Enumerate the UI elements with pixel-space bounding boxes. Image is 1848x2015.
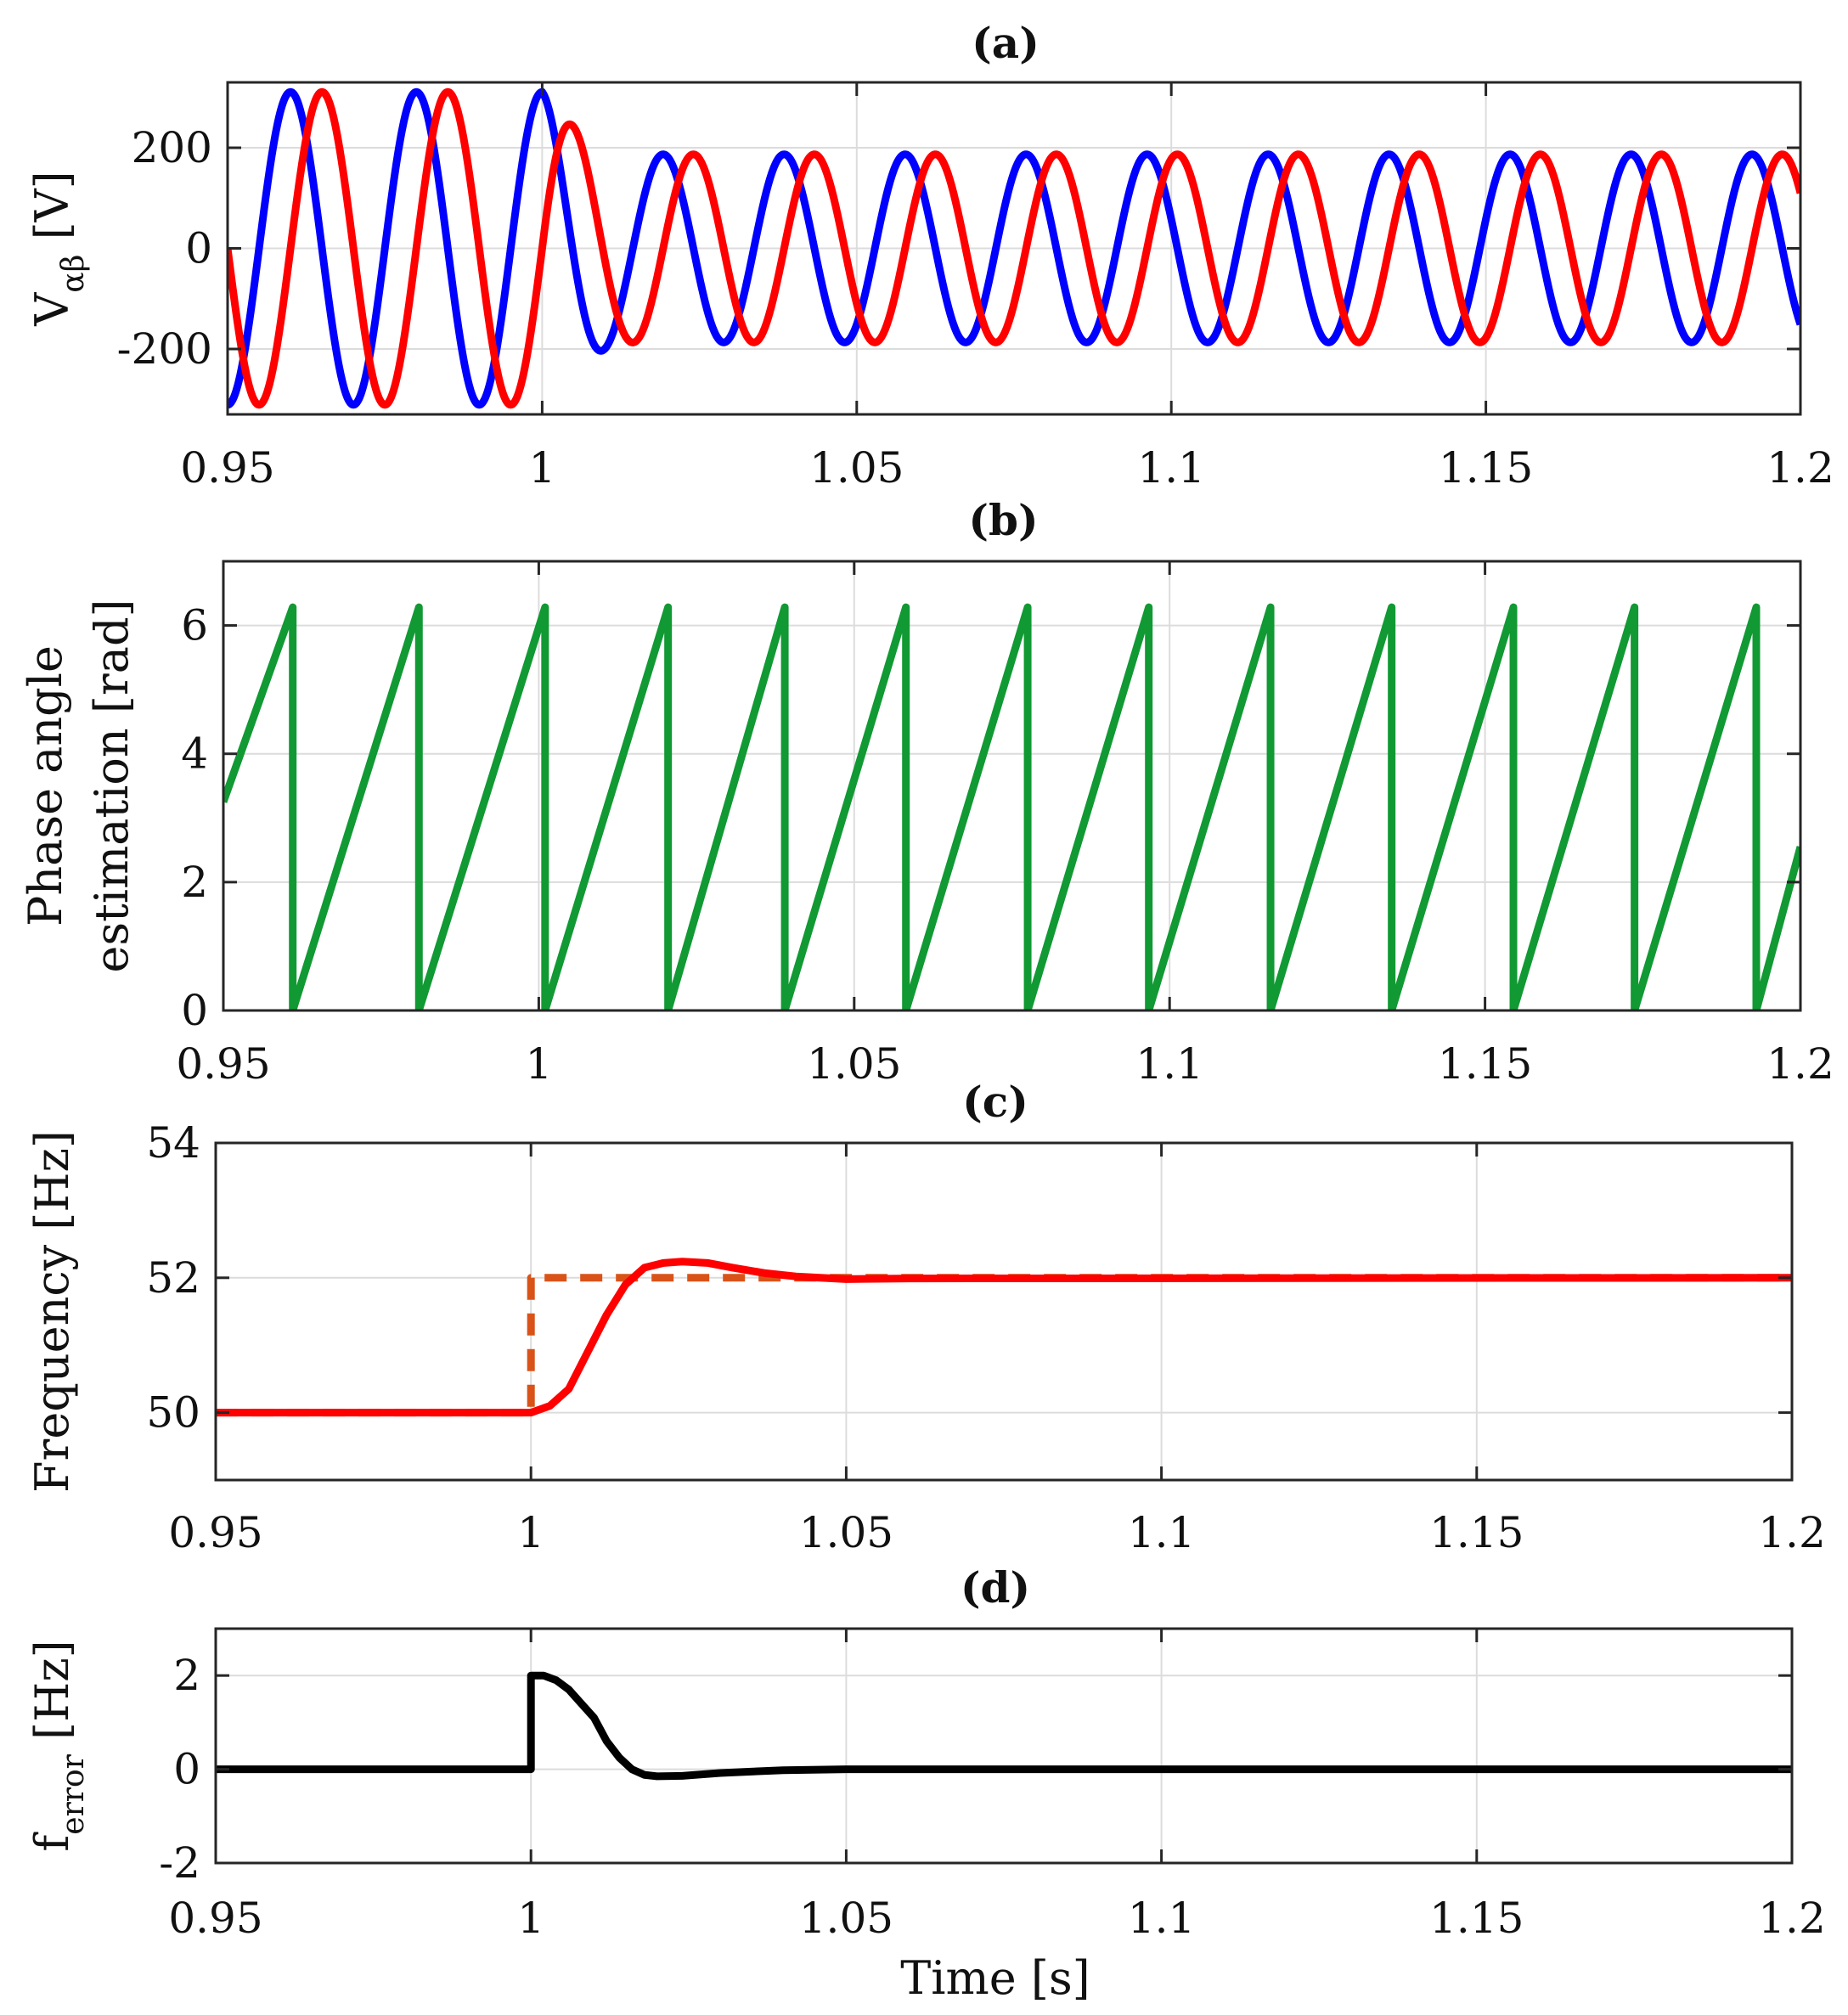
panel-c: 0.95 1 1.05 1.1 1.15 1.2 50 52 54 (c) Frequency [H… <box>25 1077 1826 1557</box>
x-tick-label: 1.05 <box>807 1039 901 1089</box>
x-axis-label: Time [s] <box>900 1951 1090 2005</box>
y-tick-label: 0 <box>185 224 212 273</box>
y-axis-label: Vαβ [V] <box>25 171 91 326</box>
x-tick-label: 1.1 <box>1135 1039 1203 1089</box>
y-tick-label: 4 <box>181 729 208 779</box>
series-line-theta_est <box>223 603 1800 1010</box>
x-tick-label: 1.1 <box>1137 443 1205 492</box>
x-tick-label: 1 <box>525 1039 552 1089</box>
y-tick-label: 6 <box>181 601 208 650</box>
x-tick-label: 1.2 <box>1758 1894 1826 1943</box>
axes-frame <box>214 1141 1794 1482</box>
y-axis-label-subscript: error <box>56 1753 91 1834</box>
axes-frame <box>214 1627 1794 1865</box>
x-tick-label: 0.95 <box>180 443 274 492</box>
y-axis-label: estimation [rad] <box>85 599 138 972</box>
y-axis-label-subscript: αβ <box>56 255 91 293</box>
x-tick-label: 1.15 <box>1429 1508 1524 1557</box>
y-axis-label-main: V <box>25 292 79 327</box>
panel-title: (d) <box>961 1562 1030 1613</box>
y-tick-label: 200 <box>132 123 212 172</box>
plot-area <box>223 561 1800 1010</box>
x-tick-label: 1.05 <box>799 1894 893 1943</box>
plot-area <box>216 1143 1792 1480</box>
axes-frame <box>222 560 1802 1012</box>
y-axis-label-main: f <box>25 1832 79 1852</box>
x-tick-label: 1 <box>517 1508 544 1557</box>
x-tick-label: 1.15 <box>1438 1039 1532 1089</box>
x-tick-label: 0.95 <box>168 1508 262 1557</box>
x-tick-label: 0.95 <box>176 1039 270 1089</box>
panel-title: (a) <box>972 18 1040 68</box>
y-tick-label: 2 <box>173 1651 200 1700</box>
x-tick-label: 1 <box>517 1894 544 1943</box>
series-line-f_error <box>216 1671 1792 1781</box>
y-tick-label: 50 <box>146 1388 200 1438</box>
panel-title: (c) <box>962 1077 1028 1127</box>
panel-a: 0.95 1 1.05 1.1 1.15 1.2 -200 0 200 (a) Vαβ [V] <box>25 18 1834 492</box>
x-tick-label: 1.2 <box>1766 1039 1834 1089</box>
x-tick-label: 1.05 <box>799 1508 893 1557</box>
y-tick-label: 0 <box>173 1745 200 1794</box>
panel-title: (b) <box>968 495 1038 545</box>
y-tick-label: -2 <box>159 1838 200 1888</box>
x-tick-label: 1.2 <box>1758 1508 1826 1557</box>
series-line-V_beta <box>228 87 1800 409</box>
x-tick-label: 1.1 <box>1128 1508 1196 1557</box>
panel-b: 0.95 1 1.05 1.1 1.15 1.2 0 2 4 6 (b) Phase angle est… <box>19 495 1834 1089</box>
y-tick-label: 54 <box>146 1118 200 1168</box>
plot-area <box>216 1629 1792 1863</box>
y-axis-label: Phase angle <box>19 645 72 926</box>
y-axis-label-main: Frequency [Hz] <box>25 1130 79 1493</box>
y-axis-label: Frequency [Hz] <box>25 1130 79 1493</box>
x-tick-label: 0.95 <box>168 1894 262 1943</box>
x-tick-label: 1.15 <box>1439 443 1533 492</box>
y-axis-label-unit: [Hz] <box>25 1640 79 1754</box>
y-tick-label: 52 <box>146 1253 200 1303</box>
y-axis-label: ferror [Hz] <box>25 1640 91 1851</box>
panel-d: 0.95 1 1.05 1.1 1.15 1.2 -2 0 2 (d) ferror [Hz] Tim… <box>25 1562 1826 2005</box>
series-line-V_alpha <box>228 87 1800 409</box>
x-tick-label: 1.1 <box>1128 1894 1196 1943</box>
y-tick-label: 2 <box>181 858 208 907</box>
y-axis-label-unit: [V] <box>25 171 79 254</box>
x-tick-label: 1 <box>528 443 555 492</box>
series-line-f_estimated <box>216 1258 1792 1417</box>
x-tick-label: 1.15 <box>1429 1894 1524 1943</box>
x-tick-label: 1.05 <box>809 443 904 492</box>
x-tick-label: 1.2 <box>1766 443 1834 492</box>
y-tick-label: 0 <box>181 986 208 1035</box>
y-tick-label: -200 <box>117 324 212 374</box>
